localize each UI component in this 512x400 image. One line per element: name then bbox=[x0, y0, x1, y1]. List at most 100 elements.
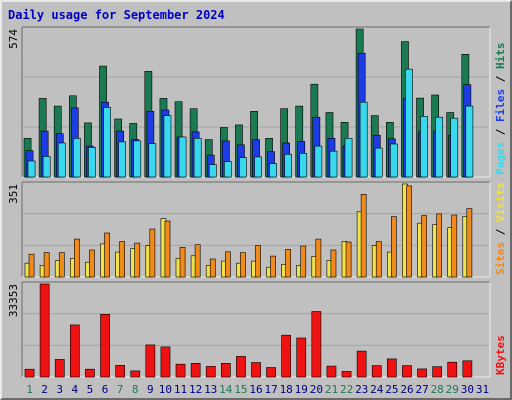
pages-bar-day-7 bbox=[118, 141, 126, 178]
x-tick-label-day-7: 7 bbox=[117, 383, 124, 396]
legend-visits: Visits bbox=[494, 182, 507, 222]
kbytes-bar-day-22 bbox=[341, 371, 352, 378]
top-legend: Pages / Files / Hits bbox=[494, 43, 507, 176]
x-tick-label-day-29: 29 bbox=[446, 383, 459, 396]
legend-separator: / bbox=[494, 122, 507, 142]
sites-bar-day-24 bbox=[375, 241, 382, 278]
pages-bar-day-11 bbox=[178, 136, 187, 178]
x-tick-label-day-9: 9 bbox=[147, 383, 154, 396]
pages-bar-day-8 bbox=[133, 140, 142, 178]
x-tick-label-day-26: 26 bbox=[400, 383, 413, 396]
kbytes-bar-day-29 bbox=[447, 361, 458, 378]
x-tick-label-day-6: 6 bbox=[102, 383, 109, 396]
x-tick-label-day-31: 31 bbox=[476, 383, 489, 396]
x-tick-label-day-5: 5 bbox=[87, 383, 94, 396]
sites-bar-day-25 bbox=[390, 216, 397, 278]
pages-bar-day-21 bbox=[329, 150, 338, 178]
kbytes-bar-day-4 bbox=[70, 324, 80, 378]
x-tick-label-day-2: 2 bbox=[41, 383, 48, 396]
kbytes-bar-day-25 bbox=[386, 358, 397, 378]
legend-sites: Sites bbox=[494, 242, 507, 275]
x-tick-label-day-20: 20 bbox=[310, 383, 323, 396]
chart-title: Daily usage for September 2024 bbox=[8, 8, 225, 22]
sites-bar-day-26 bbox=[406, 185, 412, 278]
kbytes-bar-day-6 bbox=[100, 313, 110, 378]
sites-bar-day-8 bbox=[134, 242, 141, 278]
legend-separator: / bbox=[494, 69, 507, 89]
x-tick-label-day-23: 23 bbox=[355, 383, 368, 396]
sites-bar-day-28 bbox=[436, 213, 443, 278]
kbytes-bar-day-13 bbox=[205, 366, 216, 378]
middle-panel: 351 Sites / Visits bbox=[7, 181, 507, 278]
pages-bar-day-16 bbox=[254, 156, 262, 178]
kbytes-bar-day-15 bbox=[236, 356, 246, 378]
kbytes-bar-day-12 bbox=[190, 362, 201, 378]
pages-bar-day-25 bbox=[389, 143, 398, 178]
kbytes-bar-day-21 bbox=[326, 365, 337, 378]
sites-bar-day-14 bbox=[225, 251, 231, 278]
pages-bar-day-6 bbox=[103, 107, 111, 178]
kbytes-bar-day-2 bbox=[39, 283, 50, 378]
kbytes-bar-day-1 bbox=[24, 368, 35, 378]
pages-bar-day-29 bbox=[450, 117, 459, 178]
pages-bar-day-28 bbox=[435, 116, 444, 178]
pages-bar-day-3 bbox=[57, 142, 66, 178]
sites-bar-day-22 bbox=[345, 241, 352, 278]
legend-pages: Pages bbox=[494, 142, 507, 175]
pages-bar-day-20 bbox=[314, 145, 323, 178]
kbytes-bar-day-8 bbox=[130, 370, 141, 378]
sites-bar-day-9 bbox=[149, 228, 156, 278]
sites-bar-day-27 bbox=[421, 215, 427, 278]
kbytes-bar-day-27 bbox=[417, 368, 427, 378]
kbytes-bar-day-26 bbox=[402, 365, 412, 378]
kbytes-bar-day-5 bbox=[85, 368, 95, 378]
x-tick-label-day-13: 13 bbox=[204, 383, 217, 396]
x-tick-label-day-14: 14 bbox=[219, 383, 233, 396]
kbytes-bar-day-30 bbox=[462, 360, 473, 378]
kbytes-bar-day-9 bbox=[145, 344, 156, 378]
x-tick-label-day-27: 27 bbox=[415, 383, 428, 396]
pages-bar-day-12 bbox=[193, 138, 202, 178]
sites-bar-day-30 bbox=[466, 208, 473, 278]
sites-bar-day-29 bbox=[451, 214, 458, 278]
x-tick-label-day-16: 16 bbox=[249, 383, 262, 396]
sites-bar-day-23 bbox=[360, 194, 367, 278]
sites-bar-day-6 bbox=[104, 232, 110, 278]
x-tick-label-day-18: 18 bbox=[280, 383, 293, 396]
pages-bar-day-2 bbox=[42, 156, 51, 178]
x-tick-label-day-10: 10 bbox=[159, 383, 172, 396]
sites-bar-day-21 bbox=[330, 249, 337, 278]
pages-bar-day-23 bbox=[359, 101, 368, 178]
pages-bar-day-17 bbox=[269, 163, 277, 178]
kbytes-bar-day-14 bbox=[221, 362, 231, 378]
bottom-legend: KBytes bbox=[494, 335, 507, 375]
kbytes-bar-day-19 bbox=[296, 337, 307, 378]
panel-background bbox=[22, 282, 490, 377]
pages-bar-day-26 bbox=[405, 68, 413, 178]
x-tick-label-day-17: 17 bbox=[264, 383, 277, 396]
sites-bar-day-1 bbox=[28, 253, 35, 278]
sites-bar-day-5 bbox=[89, 249, 95, 278]
kbytes-bar-day-16 bbox=[251, 362, 261, 378]
sites-bar-day-3 bbox=[58, 252, 65, 278]
x-tick-label-day-4: 4 bbox=[71, 383, 78, 396]
pages-bar-day-1 bbox=[27, 160, 36, 178]
top-ymax-label: 574 bbox=[7, 29, 20, 49]
x-tick-label-day-1: 1 bbox=[26, 383, 33, 396]
legend-hits: Hits bbox=[494, 43, 507, 70]
x-tick-label-day-12: 12 bbox=[189, 383, 202, 396]
pages-bar-day-19 bbox=[299, 153, 308, 178]
pages-bar-day-15 bbox=[239, 157, 247, 178]
kbytes-bar-day-3 bbox=[54, 359, 65, 378]
kbytes-bar-day-18 bbox=[281, 334, 292, 378]
kbytes-bar-day-20 bbox=[311, 311, 322, 378]
sites-bar-day-11 bbox=[179, 247, 186, 278]
x-tick-label-day-25: 25 bbox=[385, 383, 398, 396]
pages-bar-day-30 bbox=[465, 105, 474, 178]
pages-bar-day-10 bbox=[163, 115, 172, 178]
sites-bar-day-2 bbox=[43, 252, 50, 278]
kbytes-bar-day-10 bbox=[160, 346, 171, 378]
sites-bar-day-7 bbox=[119, 241, 125, 278]
kbytes-bar-day-17 bbox=[266, 367, 276, 378]
